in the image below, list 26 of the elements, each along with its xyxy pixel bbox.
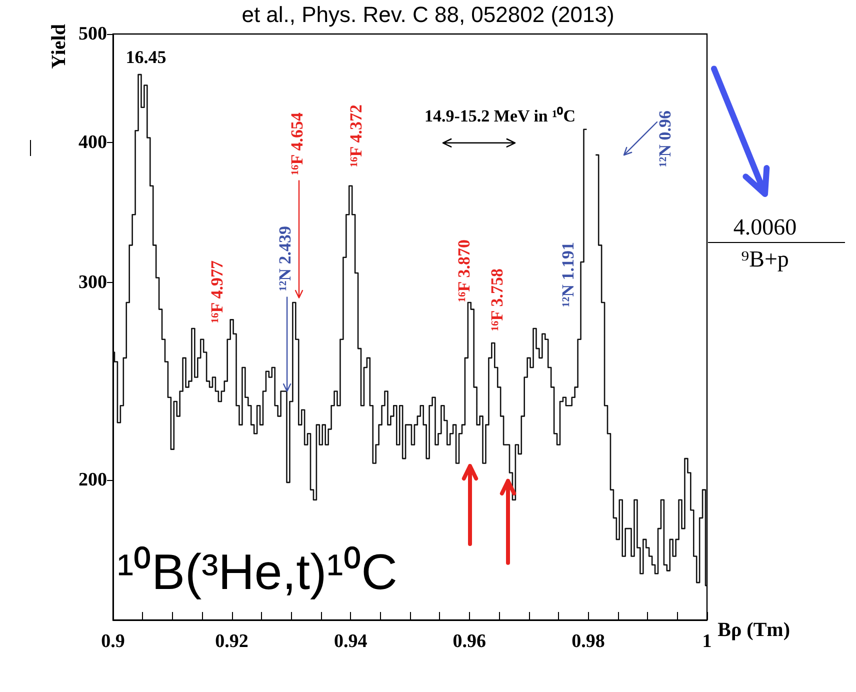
annotation: ¹⁶F 3.870	[454, 239, 474, 302]
x-tick-label: 0.94	[334, 631, 368, 652]
annotation: ¹²N 1.191	[558, 242, 578, 307]
x-axis-title: Bρ (Tm)	[718, 619, 790, 641]
x-tick-label: 0.9	[101, 631, 125, 652]
annotation: ¹⁰B(³He,t)¹⁰C	[117, 544, 398, 600]
annotation: ¹²N 2.439	[276, 226, 295, 292]
annotation: ¹⁶F 3.758	[488, 268, 506, 331]
y-tick-label: 200	[78, 469, 107, 490]
y-tick-label: 300	[78, 272, 107, 294]
y-tick-label: 400	[78, 132, 107, 154]
y-axis-title: Yield	[48, 24, 70, 69]
y-tick-label: 500	[78, 24, 107, 44]
x-tick-label: 0.92	[215, 631, 248, 652]
x-tick-label: 1	[702, 631, 712, 652]
annotation: ¹²N 0.96	[656, 110, 674, 167]
annotation: ¹⁶F 4.977	[208, 260, 226, 324]
annotation: ¹⁶F 4.372	[346, 104, 366, 167]
x-tick-label: 0.96	[452, 631, 486, 652]
annotation: ¹⁶F 4.654	[288, 112, 306, 175]
text: 4.0060	[733, 214, 797, 240]
text: et al., Phys. Rev. C 88, 052802 (2013)	[242, 2, 614, 27]
annotation: 16.45	[126, 46, 166, 67]
x-tick-label: 0.98	[572, 631, 605, 652]
annotation: 14.9-15.2 MeV in ¹⁰C	[424, 106, 576, 126]
text: ⁹B+p	[741, 246, 789, 272]
